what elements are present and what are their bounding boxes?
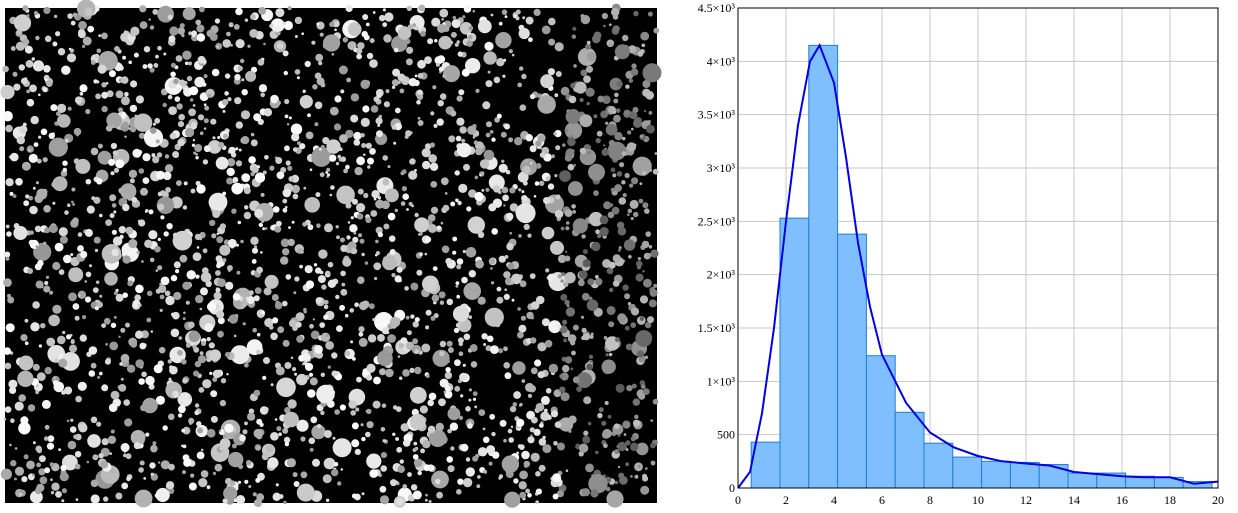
bar bbox=[808, 44, 839, 489]
plot-frame bbox=[737, 7, 1219, 489]
bar bbox=[923, 442, 954, 489]
x-tick-label: 12 bbox=[1020, 493, 1032, 507]
bar bbox=[1038, 464, 1069, 489]
x-tick-label: 0 bbox=[735, 493, 741, 507]
y-tick-label: 500 bbox=[717, 428, 735, 442]
y-tick-label: 1×10³ bbox=[707, 374, 736, 388]
y-tick-label: 2×10³ bbox=[707, 268, 736, 282]
x-tick-label: 6 bbox=[879, 493, 885, 507]
x-tick-label: 8 bbox=[927, 493, 933, 507]
bar bbox=[1009, 461, 1040, 489]
y-tick-label: 4×10³ bbox=[707, 54, 736, 68]
fit-curve bbox=[737, 43, 1219, 489]
y-tick-label: 3.5×10³ bbox=[698, 108, 736, 122]
droplets bbox=[0, 0, 662, 508]
x-tick-label: 10 bbox=[972, 493, 984, 507]
micrograph bbox=[0, 0, 662, 508]
y-tick-label: 1.5×10³ bbox=[698, 321, 736, 335]
x-tick-label: 4 bbox=[831, 493, 837, 507]
bar bbox=[894, 411, 925, 489]
y-tick-label: 3×10³ bbox=[707, 161, 736, 175]
x-tick-label: 18 bbox=[1164, 493, 1176, 507]
bar bbox=[779, 217, 810, 489]
y-tick-label: 0 bbox=[729, 481, 735, 495]
bar bbox=[952, 456, 983, 489]
bar bbox=[750, 441, 781, 489]
bar bbox=[1067, 472, 1098, 489]
x-tick-label: 2 bbox=[783, 493, 789, 507]
x-tick-label: 16 bbox=[1116, 493, 1128, 507]
x-tick-label: 14 bbox=[1068, 493, 1080, 507]
bar bbox=[981, 460, 1011, 489]
bar bbox=[865, 355, 896, 489]
x-tick-label: 20 bbox=[1212, 493, 1224, 507]
y-tick-label: 2.5×10³ bbox=[698, 214, 736, 228]
bar bbox=[837, 233, 867, 489]
chart: 0 500 1×10³ 1.5×10³ 2×10³ 2.5×10³ 3×10³ 3.5×10³… bbox=[698, 1, 1224, 507]
y-tick-label: 4.5×10³ bbox=[698, 1, 736, 15]
